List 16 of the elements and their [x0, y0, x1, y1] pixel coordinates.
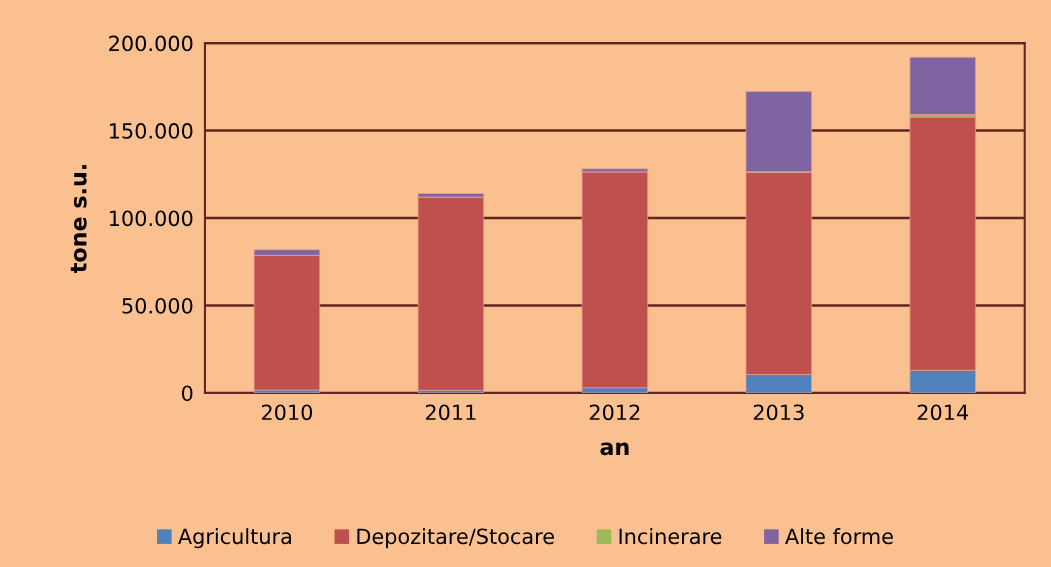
y-tick-label: 150.000 [109, 123, 193, 139]
x-tick-label: 2013 [753, 404, 804, 421]
x-tick-label: 2010 [261, 404, 313, 421]
legend-label: Depozitare/Stocare [357, 528, 554, 549]
y-tick-label: 50.000 [122, 297, 193, 314]
x-tick-label: 2012 [589, 404, 640, 421]
x-tick-label: 2014 [917, 404, 969, 421]
x-tick-label: 2011 [425, 404, 476, 421]
legend-label: Incinerare [619, 528, 722, 545]
legend-label: Alte forme [785, 528, 893, 545]
legend-label: Agricultura [178, 528, 291, 549]
x-axis-title: an [600, 442, 629, 456]
y-tick-label: 0 [181, 385, 193, 402]
y-tick-label: 200.000 [109, 35, 193, 52]
y-tick-label: 100.000 [109, 210, 193, 227]
y-axis-title: tone s.u. [70, 165, 87, 273]
